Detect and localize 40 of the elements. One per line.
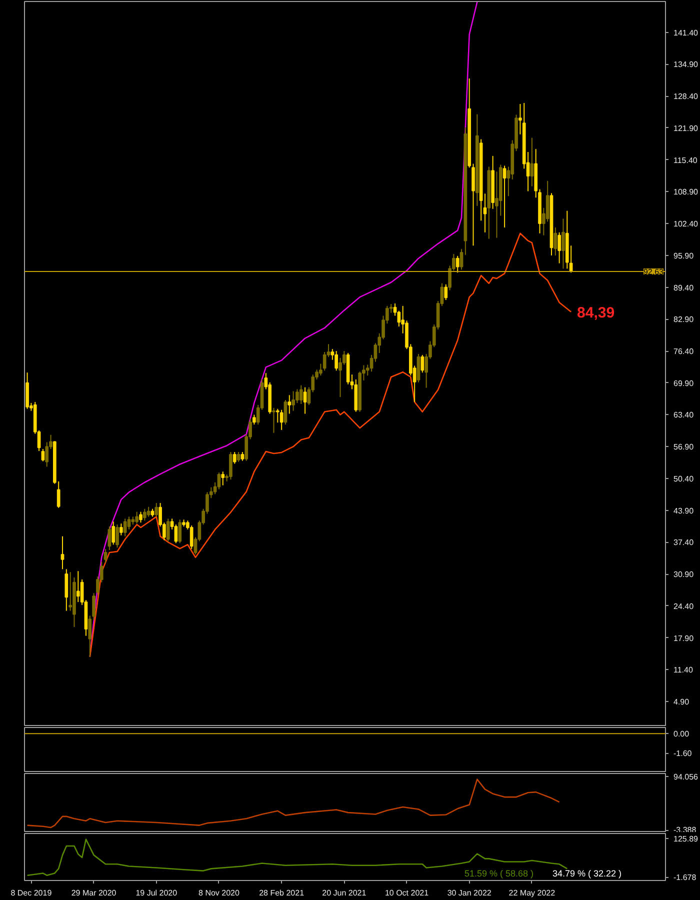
y-tick-label: 63.40 (674, 410, 694, 420)
y-tick-label: 125.89 (674, 834, 699, 844)
y-tick-label: 115.40 (674, 156, 698, 165)
y-tick-label: 4.90 (674, 698, 690, 706)
y-tick-label: 95.90 (674, 251, 694, 260)
y-tick-label: 141.40 (674, 28, 699, 38)
x-tick-label: 28 Feb 2021 (259, 888, 305, 898)
x-tick-label: 8 Dec 2019 (10, 888, 52, 898)
y-tick-label: 128.40 (674, 92, 699, 102)
y-tick-label: 94.056 (674, 772, 699, 782)
annotation: 34.79 % ( 32.22 ) (552, 868, 622, 878)
annotation: 84,39 (577, 304, 615, 322)
y-tick-label: 0.00 (674, 730, 690, 739)
x-tick-label: 30 Jan 2022 (447, 888, 492, 898)
y-tick-label: 43.90 (674, 506, 694, 516)
y-tick-label: 102.40 (674, 220, 699, 229)
y-tick-label: 89.40 (674, 283, 694, 292)
y-tick-label: 134.90 (674, 60, 699, 70)
y-tick-label: 108.90 (674, 188, 699, 197)
x-tick-label: 29 Mar 2020 (71, 888, 117, 898)
annotation: 51.59 % ( 58.68 ) (464, 868, 534, 878)
x-tick-label: 8 Nov 2020 (198, 888, 240, 898)
y-tick-label: 82.90 (674, 315, 694, 324)
x-tick-label: 20 Jun 2021 (322, 888, 367, 898)
y-tick-label: 17.90 (674, 634, 694, 643)
y-tick-label: -1.678 (674, 873, 697, 882)
y-tick-label: 56.90 (674, 442, 694, 452)
y-tick-label: 76.40 (674, 347, 694, 356)
x-tick-label: 10 Oct 2021 (384, 888, 430, 898)
x-tick-label: 22 May 2022 (508, 888, 556, 898)
y-tick-label: 24.40 (674, 602, 694, 611)
y-tick-label: 50.40 (674, 474, 694, 484)
y-tick-label: -1.60 (674, 749, 692, 758)
y-tick-label: 30.90 (674, 570, 694, 580)
y-tick-label: 69.90 (674, 378, 694, 388)
ref-line-label: 92.63 (643, 267, 664, 276)
y-tick-label: 121.90 (674, 124, 699, 133)
y-tick-label: 37.40 (674, 538, 694, 548)
x-tick-label: 19 Jul 2020 (136, 888, 178, 898)
y-tick-label: 11.40 (674, 666, 694, 675)
